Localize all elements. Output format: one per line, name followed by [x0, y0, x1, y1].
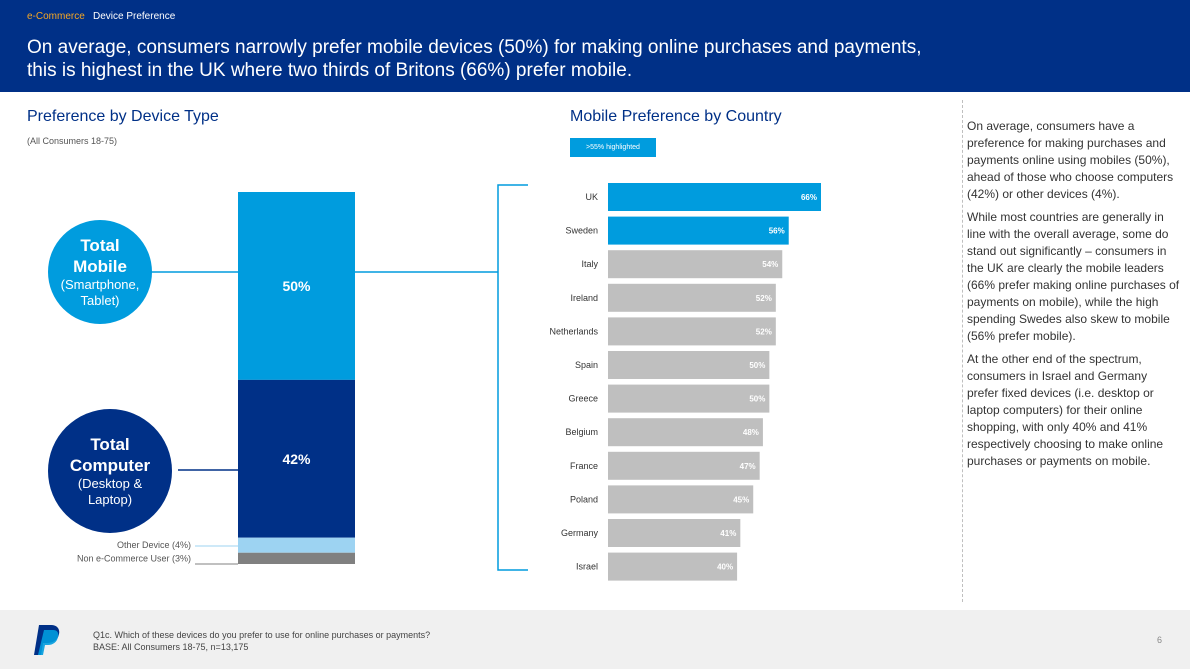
mobile-circle-title-2: Mobile [73, 257, 127, 276]
country-bar-1 [608, 216, 789, 245]
country-value-4: 52% [756, 327, 772, 336]
country-value-7: 48% [743, 428, 759, 437]
headline-line-2: this is highest in the UK where two thir… [27, 60, 633, 81]
computer-circle-title-2: Computer [69, 456, 151, 475]
country-value-2: 54% [762, 260, 778, 269]
page-headline: On average, consumers narrowly prefer mo… [27, 36, 1027, 82]
device-chart-title: Preference by Device Type [27, 108, 219, 125]
headline-line-1: On average, consumers narrowly prefer mo… [27, 37, 922, 58]
bracket-connector [355, 184, 528, 571]
country-bar-3 [608, 283, 776, 312]
country-bar-0 [608, 183, 821, 211]
footer [0, 610, 1190, 669]
mobile-circle-detail-2: Tablet) [80, 293, 120, 308]
country-label-4: Netherlands [549, 326, 598, 336]
footnote: Q1c. Which of these devices do you prefe… [93, 629, 430, 653]
country-value-11: 40% [717, 563, 733, 572]
country-bar-4 [608, 317, 776, 346]
breadcrumb-page: Device Preference [93, 11, 176, 22]
total-mobile-circle: Total Mobile (Smartphone, Tablet) [48, 220, 152, 324]
commentary-panel: On average, consumers have a preference … [967, 118, 1181, 476]
computer-circle-detail-1: (Desktop & [77, 476, 143, 491]
page-number: 6 [1157, 635, 1163, 645]
country-bar-9 [608, 485, 754, 514]
country-label-3: Ireland [570, 293, 598, 303]
total-computer-circle: Total Computer (Desktop & Laptop) [48, 409, 172, 533]
country-value-10: 41% [720, 529, 736, 538]
footnote-base: BASE: All Consumers 18-75, n=13,175 [93, 642, 249, 652]
country-value-6: 50% [749, 395, 765, 404]
breadcrumb-section: e-Commerce [27, 11, 85, 22]
country-label-2: Italy [581, 259, 598, 269]
country-label-10: Germany [561, 528, 599, 538]
device-segment-label-1: 42% [282, 451, 311, 467]
device-chart-subtitle: (All Consumers 18-75) [27, 136, 118, 146]
country-value-8: 47% [740, 462, 756, 471]
mobile-circle-title-1: Total [80, 236, 120, 255]
computer-circle-title-1: Total [90, 435, 130, 454]
country-chart-title: Mobile Preference by Country [570, 108, 782, 125]
country-value-9: 45% [733, 495, 749, 504]
header-banner: e-Commerce Device Preference On average,… [0, 0, 1190, 92]
country-bar-8 [608, 451, 760, 480]
country-label-5: Spain [575, 360, 598, 370]
paypal-logo-icon [34, 625, 60, 655]
commentary-paragraph-3: At the other end of the spectrum, consum… [967, 352, 1164, 468]
country-bar-6 [608, 384, 770, 413]
device-segment-1 [238, 379, 355, 538]
country-value-3: 52% [756, 294, 772, 303]
commentary-paragraph-2: While most countries are generally in li… [967, 210, 1180, 343]
country-bar-7 [608, 418, 763, 447]
device-side-label-3: Non e-Commerce User (3%) [77, 553, 191, 563]
footnote-question: Q1c. Which of these devices do you prefe… [93, 630, 431, 640]
country-label-8: France [570, 461, 598, 471]
device-segment-3 [238, 552, 355, 564]
mobile-circle-detail-1: (Smartphone, [60, 277, 140, 292]
country-label-11: Israel [576, 562, 598, 572]
highlight-note-badge: >55% highlighted [570, 138, 656, 157]
country-label-0: UK [585, 192, 598, 202]
country-bar-11 [608, 552, 738, 581]
country-bar-10 [608, 519, 741, 547]
country-label-6: Greece [568, 394, 598, 404]
device-side-label-2: Other Device (4%) [117, 540, 191, 550]
country-label-9: Poland [570, 494, 598, 504]
device-segment-2 [238, 537, 355, 553]
country-value-1: 56% [769, 227, 785, 236]
computer-circle-detail-2: Laptop) [87, 492, 133, 507]
country-bar-5 [608, 351, 770, 379]
device-segment-0 [238, 192, 355, 380]
country-value-5: 50% [749, 361, 765, 370]
sidebar-divider [962, 100, 963, 602]
country-value-0: 66% [801, 193, 817, 202]
country-label-1: Sweden [565, 226, 598, 236]
country-label-7: Belgium [565, 427, 598, 437]
device-segment-label-0: 50% [282, 278, 311, 294]
country-bar-2 [608, 250, 783, 279]
commentary-paragraph-1: On average, consumers have a preference … [967, 119, 1174, 201]
